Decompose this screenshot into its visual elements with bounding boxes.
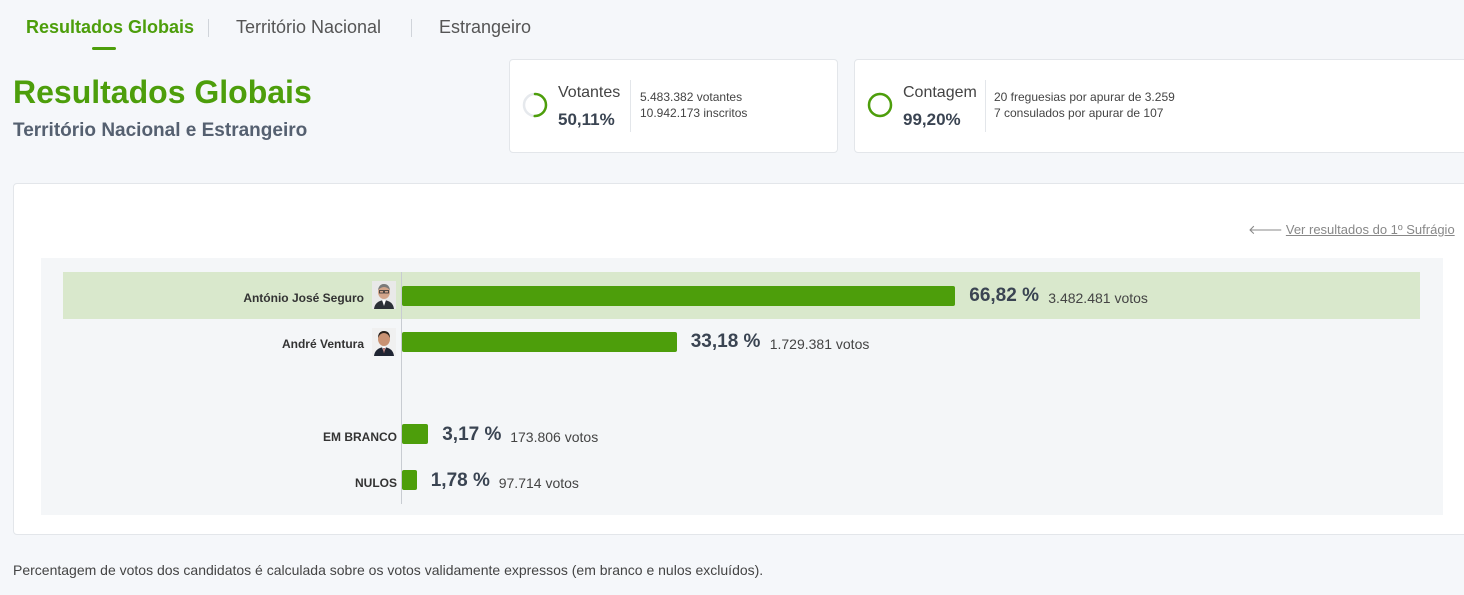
contagem-progress-ring bbox=[867, 92, 893, 118]
footnote: Percentagem de votos dos candidatos é ca… bbox=[13, 562, 764, 578]
votes-label: 173.806 votos bbox=[510, 429, 599, 445]
active-tab-indicator bbox=[92, 47, 116, 50]
votes-label: 3.482.481 votos bbox=[1048, 290, 1148, 306]
tab-territorio-nacional[interactable]: Território Nacional bbox=[236, 17, 382, 37]
percent-label: 66,82 % bbox=[969, 285, 1039, 306]
vote-bar bbox=[402, 332, 677, 352]
percent-label: 1,78 % bbox=[430, 470, 490, 491]
prev-round-link-label: Ver resultados do 1º Sufrágio bbox=[1285, 222, 1455, 237]
chart-axis bbox=[401, 272, 402, 504]
page-title: Resultados Globais bbox=[13, 74, 312, 110]
results-tabs: Resultados Globais Território Nacional E… bbox=[0, 0, 1464, 56]
consulados-text: 7 consulados por apurar de 107 bbox=[994, 106, 1164, 120]
contagem-card: Contagem 99,20% 20 freguesias por apurar… bbox=[854, 59, 1464, 153]
page-subtitle: Território Nacional e Estrangeiro bbox=[13, 120, 308, 141]
candidate-photo-avatar bbox=[372, 328, 396, 356]
vote-bar bbox=[402, 470, 417, 490]
votes-label: 97.714 votos bbox=[498, 475, 579, 491]
card-divider bbox=[630, 80, 631, 132]
votantes-label: Votantes bbox=[558, 84, 621, 101]
prev-round-link[interactable]: 🡐 Ver resultados do 1º Sufrágio bbox=[1248, 222, 1455, 238]
votantes-progress-ring bbox=[522, 92, 548, 118]
tab-resultados-globais[interactable]: Resultados Globais bbox=[26, 17, 195, 37]
contagem-percent: 99,20% bbox=[903, 110, 961, 129]
vote-bar bbox=[402, 286, 956, 306]
votes-label: 1.729.381 votos bbox=[769, 336, 870, 352]
votantes-card: Votantes 50,11% 5.483.382 votantes 10.94… bbox=[509, 59, 838, 153]
tab-separator bbox=[208, 19, 209, 37]
contagem-label: Contagem bbox=[903, 84, 977, 101]
votantes-count: 5.483.382 votantes bbox=[640, 90, 743, 104]
freguesias-text: 20 freguesias por apurar de 3.259 bbox=[994, 90, 1175, 104]
vote-bar bbox=[402, 424, 429, 444]
blank-votes-label: EM BRANCO bbox=[323, 430, 397, 444]
tab-separator bbox=[411, 19, 412, 37]
null-votes-label: NULOS bbox=[355, 476, 397, 490]
tab-estrangeiro[interactable]: Estrangeiro bbox=[439, 17, 532, 37]
arrow-left-icon: 🡐 bbox=[1248, 222, 1283, 237]
percent-label: 3,17 % bbox=[442, 424, 502, 445]
candidate-name: André Ventura bbox=[281, 337, 364, 351]
inscritos-count: 10.942.173 inscritos bbox=[640, 106, 748, 120]
candidate-name: António José Seguro bbox=[243, 291, 364, 305]
candidate-photo-avatar bbox=[372, 281, 396, 309]
card-divider bbox=[985, 80, 986, 132]
votantes-percent: 50,11% bbox=[558, 110, 615, 129]
percent-label: 33,18 % bbox=[690, 331, 761, 352]
